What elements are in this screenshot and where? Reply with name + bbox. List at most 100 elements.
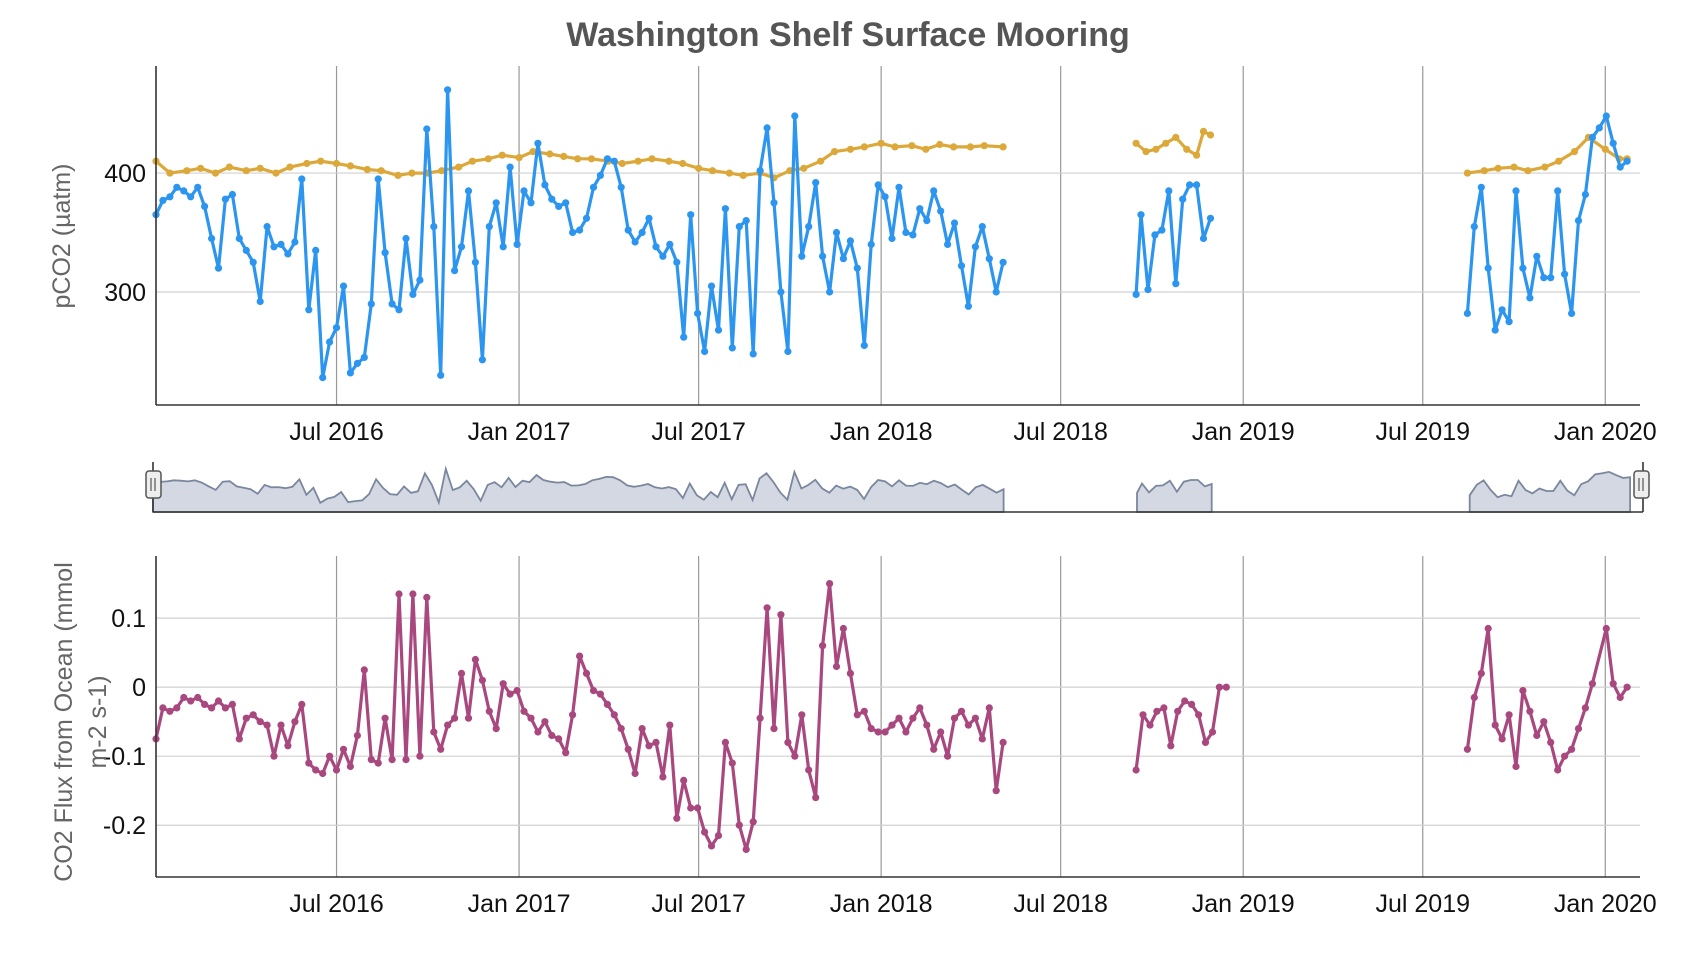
pco2-sea-point [492,199,500,207]
flux-point [819,642,827,650]
flux-point [770,725,778,733]
pco2-sea-point [1540,274,1548,282]
flux-point [714,832,723,840]
navigator-right-handle[interactable] [1633,470,1650,499]
pco2-air-point [183,167,191,175]
pco2-sea-point [763,124,771,132]
pco2-sea-point [610,157,618,165]
flux-line [154,581,1005,852]
flux-point [284,742,292,750]
pco2-sea-point [652,243,660,251]
flux-point [596,690,605,698]
flux-point [249,711,257,719]
flux-y-tick-label: 0.1 [111,605,146,633]
pco2-sea-point [707,282,716,290]
pco2-sea-point [1505,318,1513,326]
pco2-sea-point [1158,226,1166,234]
pco2-sea-point [298,175,306,183]
pco2-air-point [966,143,975,151]
pco2-sea-point [791,112,799,120]
flux-point [895,714,903,722]
flux-point [256,718,264,726]
flux-point [624,745,632,753]
pco2-sea-point [860,341,868,350]
pco2-air-point [242,167,250,175]
pco2-y-tick-label: 400 [104,160,146,188]
flux-point [631,769,639,778]
pco2-sea-point [721,205,730,213]
flux-point [881,728,889,736]
flux-point [777,611,785,619]
flux-point [680,776,688,785]
pco2-sea-point [798,252,806,260]
pco2-sea-point [576,226,584,234]
pco2-air-point [1193,151,1201,159]
pco2-sea-point [680,333,688,341]
pco2-x-ticks: Jul 2016 Jan 2017 Jul 2017 Jan 2018 Jul 2018… [289,418,1656,446]
pco2-sea-point [367,300,375,308]
flux-point [950,714,959,722]
pco2-sea-point [1554,187,1562,195]
range-navigator[interactable] [145,462,1650,513]
flux-point [888,721,896,729]
pco2-sea-point [1616,163,1624,171]
navigator-left-handle[interactable] [145,470,162,499]
pco2-sea-point [541,181,549,189]
flux-point [1519,687,1527,695]
pco2-air-point [256,164,264,172]
pco2-sea-point [464,187,473,195]
flux-point [402,756,410,764]
pco2-sea-point [374,175,382,183]
pco2-air-point [197,164,205,172]
pco2-sea-point [874,181,882,189]
pco2-sea-point [1574,217,1583,225]
pco2-sea-point [930,187,938,195]
flux-point [860,707,868,715]
flux-point [270,752,278,760]
pco2-y-ticks: 300 400 [104,160,146,307]
flux-point [520,707,528,715]
flux-point [1609,680,1617,688]
flux-point [1181,697,1189,705]
flux-point [430,728,438,736]
flux-point [339,745,348,753]
pco2-sea-point [1602,112,1610,120]
flux-point [964,721,973,729]
pco2-air-point [211,169,220,177]
pco2-sea-point [853,264,861,272]
pco2-sea-point [784,347,792,356]
pco2-sea-point [284,250,292,258]
pco2-air-point [1142,148,1150,156]
pco2-sea-point [756,167,764,175]
flux-series [152,580,1631,854]
pco2-air-point [695,164,703,172]
pco2-air-point [498,151,506,159]
flux-point [728,759,736,767]
pco2-sea-point [638,228,646,237]
pco2-sea-point [819,252,827,260]
flux-x-tick-label: Jul 2016 [289,890,384,918]
pco2-sea-point [645,214,653,222]
pco2-sea-point [957,262,966,270]
pco2-sea-point [520,187,528,195]
flux-point [1540,718,1548,726]
pco2-sea-point [319,374,327,382]
pco2-air-point [587,155,596,163]
pco2-sea-point [201,202,209,210]
pco2-air-point [891,143,899,151]
pco2-sea-point [631,238,639,246]
flux-point [1153,707,1161,715]
flux-point [548,731,556,740]
pco2-air-point [1601,145,1609,153]
flux-point [1146,721,1154,729]
flux-point [701,828,709,836]
pco2-sea-point [1498,306,1506,314]
pco2-sea-point [1547,274,1555,282]
pco2-sea-point [499,243,507,251]
pco2-sea-point [1526,294,1534,302]
flux-point [1616,693,1624,702]
flux-point [1160,704,1168,712]
flux-point [346,762,354,771]
pco2-air-point [1524,167,1532,175]
pco2-sea-point [478,356,486,364]
